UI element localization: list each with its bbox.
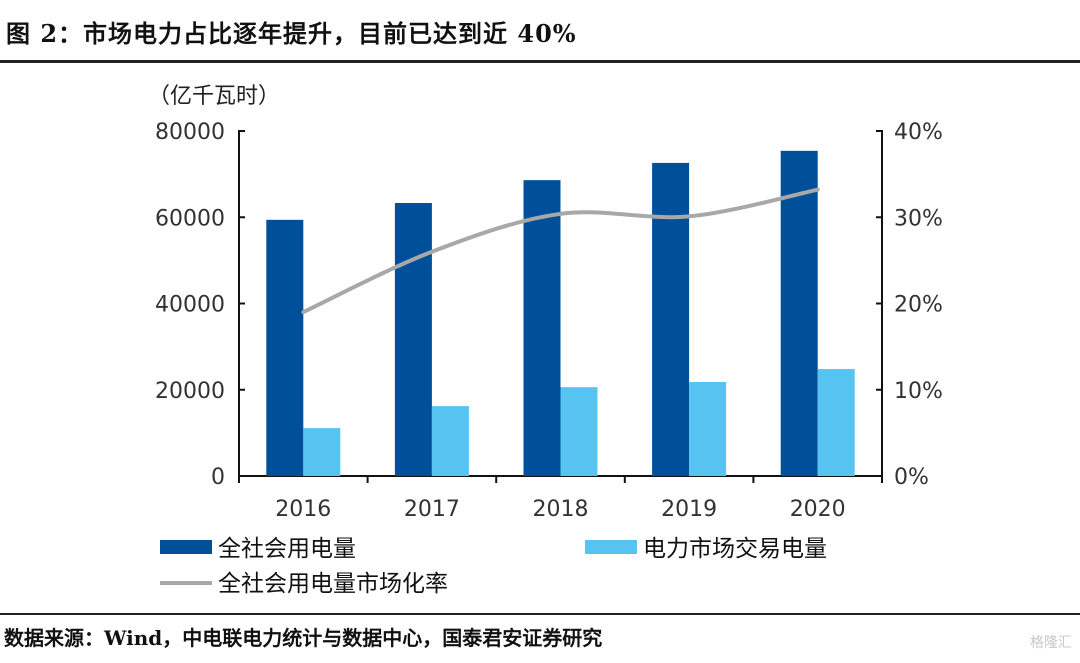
legend-label-total: 全社会用电量 <box>218 536 356 562</box>
x-tick-label: 2019 <box>661 497 717 522</box>
bar-total-consumption <box>652 162 690 476</box>
legend-swatch-market <box>585 540 637 554</box>
y-tick-label-left: 20000 <box>155 379 225 404</box>
x-tick-label: 2017 <box>404 497 460 522</box>
y-tick-label-right: 40% <box>894 120 943 145</box>
bar-total-consumption <box>266 219 304 476</box>
y-tick-label-left: 40000 <box>155 293 225 318</box>
bar-total-consumption <box>394 203 432 477</box>
x-tick-label: 2018 <box>533 497 589 522</box>
bar-market-trading <box>431 406 469 476</box>
watermark: 格隆汇 <box>1030 635 1072 651</box>
y-tick-label-right: 30% <box>894 206 943 231</box>
y-axis-unit-label: （亿千瓦时） <box>148 84 280 109</box>
bar-market-trading <box>560 387 598 476</box>
bar-total-consumption <box>523 180 561 476</box>
bottom-divider <box>0 613 1080 615</box>
bar-market-trading <box>303 428 341 476</box>
legend-label-rate: 全社会用电量市场化率 <box>218 571 448 597</box>
bar-total-consumption <box>780 150 818 476</box>
y-tick-label-right: 20% <box>894 293 943 318</box>
y-tick-label-right: 0% <box>894 465 929 490</box>
x-tick-label: 2020 <box>790 497 846 522</box>
y-tick-label-right: 10% <box>894 379 943 404</box>
top-divider <box>0 60 1080 63</box>
y-tick-label-left: 80000 <box>155 120 225 145</box>
legend-swatch-total <box>160 540 212 554</box>
y-tick-label-left: 60000 <box>155 206 225 231</box>
x-tick-label: 2016 <box>275 497 331 522</box>
bar-market-trading <box>689 381 727 476</box>
chart-title: 图 2：市场电力占比逐年提升，目前已达到近 40% <box>6 19 577 48</box>
source-note: 数据来源：Wind，中电联电力统计与数据中心，国泰君安证券研究 <box>4 626 603 650</box>
bar-market-trading <box>817 369 855 476</box>
legend-label-market: 电力市场交易电量 <box>643 536 827 562</box>
y-tick-label-left: 0 <box>211 465 225 490</box>
